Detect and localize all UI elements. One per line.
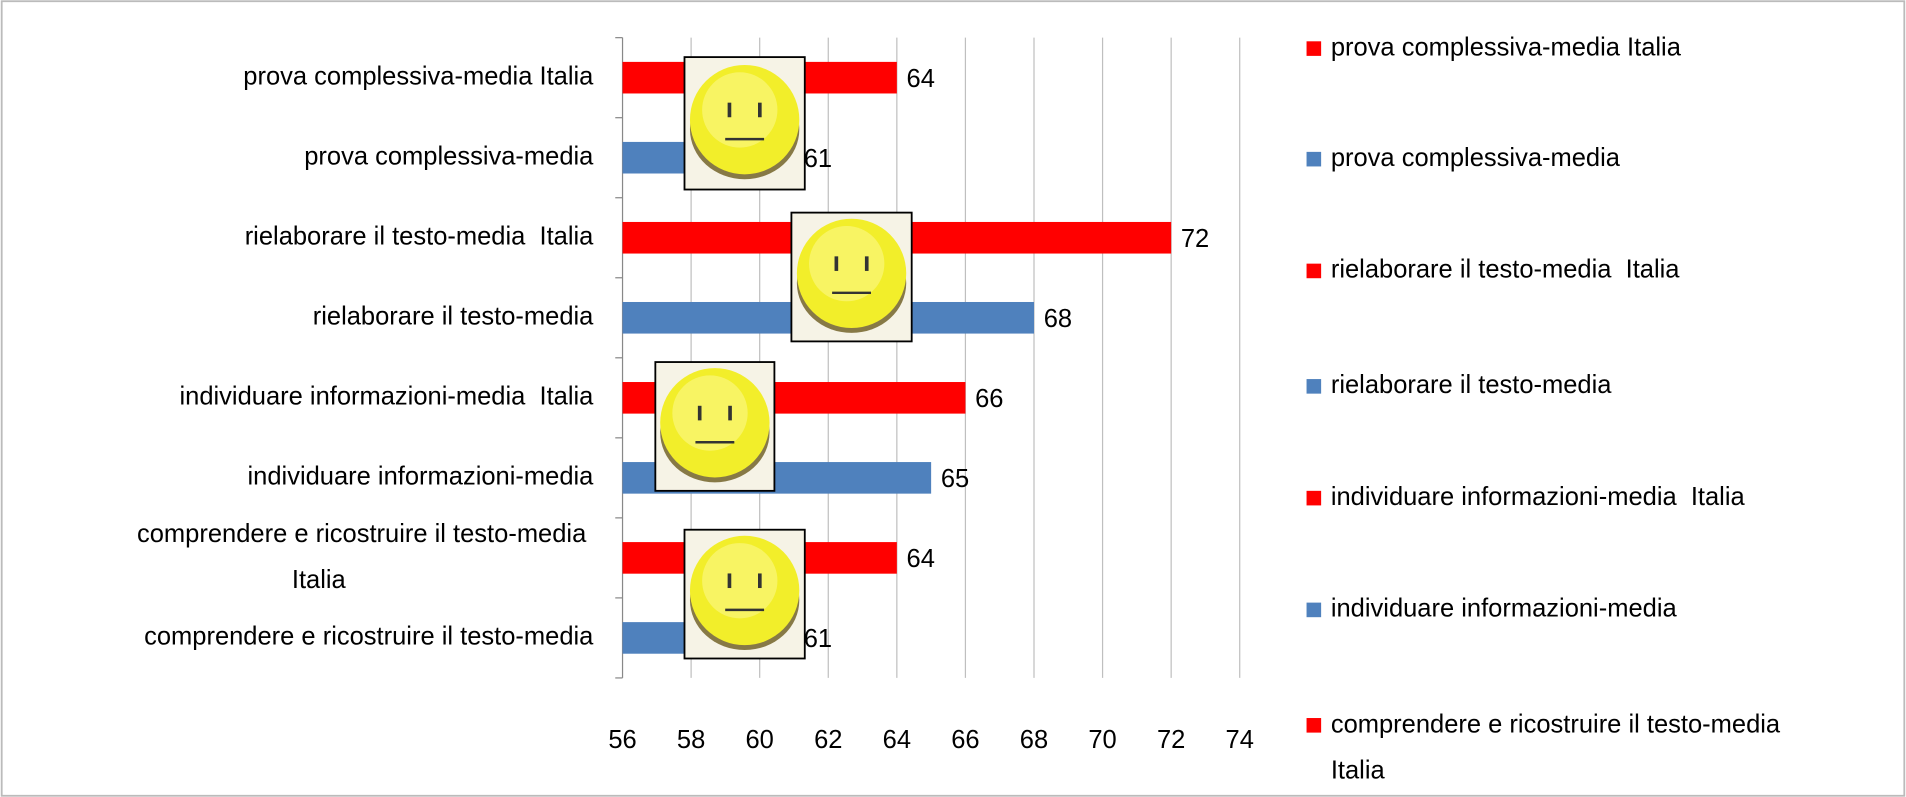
smiley-highlight [702,543,778,619]
legend-swatch [1306,718,1322,733]
x-tick-label: 64 [883,726,911,754]
legend-swatch [1306,379,1322,394]
x-tick-label: 74 [1226,726,1254,754]
legend-swatch [1306,263,1322,279]
y-tick-label: rielaborare il testo-media [313,303,594,331]
smiley-eye [727,102,732,118]
smiley-eye [728,405,732,421]
smiley-icon [683,528,806,660]
legend-swatch [1306,490,1322,506]
y-tick-label: prova complessiva-media Italia [243,62,594,90]
data-label: 68 [1044,305,1072,333]
smiley-icon [683,56,806,191]
legend-label: prova complessiva-media [1331,144,1621,172]
smiley-eye [758,573,762,589]
data-label: 64 [907,65,935,93]
x-tick-label: 62 [814,726,842,754]
smiley-eye [697,405,702,421]
smiley-icon [654,361,776,492]
legend-label: rielaborare il testo-media Italia [1331,256,1680,284]
legend-swatch [1306,41,1322,56]
smiley-eye [834,256,839,271]
y-tick-label: prova complessiva-media [304,142,594,170]
decorations [654,56,913,660]
data-label: 66 [975,385,1003,413]
smiley-eye [758,102,762,118]
smiley-highlight [809,225,885,302]
data-label: 72 [1181,225,1209,253]
legend-label: comprendere e ricostruire il testo-media… [1331,710,1787,784]
legend-label: individuare informazioni-media Italia [1331,483,1746,511]
x-tick-label: 70 [1088,726,1116,754]
legend-label: rielaborare il testo-media [1331,371,1612,399]
x-tick-label: 56 [608,726,636,754]
y-tick-label: individuare informazioni-media [248,463,595,491]
x-tick-label: 66 [951,726,979,754]
smiley-highlight [672,375,748,451]
smiley-icon [790,211,913,343]
data-label: 64 [907,545,935,573]
x-tick-label: 58 [677,726,705,754]
x-tick-label: 68 [1020,726,1048,754]
y-tick-label: comprendere e ricostruire il testo-media [144,623,594,651]
y-tick-label: individuare informazioni-media Italia [180,383,595,411]
y-tick-label: comprendere e ricostruire il testo-media… [137,520,593,594]
data-label: 61 [804,145,832,173]
data-label: 61 [804,625,832,653]
legend-label: prova complessiva-media Italia [1331,33,1682,61]
smiley-eye [727,573,732,589]
smiley-highlight [702,72,778,148]
legend-swatch [1306,151,1322,167]
smiley-eye [864,256,869,271]
legend-swatch [1306,602,1322,618]
y-tick-label: rielaborare il testo-media Italia [245,222,594,250]
data-label: 65 [941,465,969,493]
labels: 56 58 60 62 64 66 68 70 72 74 prova complessiva-me… [137,62,1254,753]
legend-label: individuare informazioni-media [1331,595,1678,623]
x-tick-label: 60 [746,726,774,754]
x-tick-label: 72 [1157,726,1185,754]
